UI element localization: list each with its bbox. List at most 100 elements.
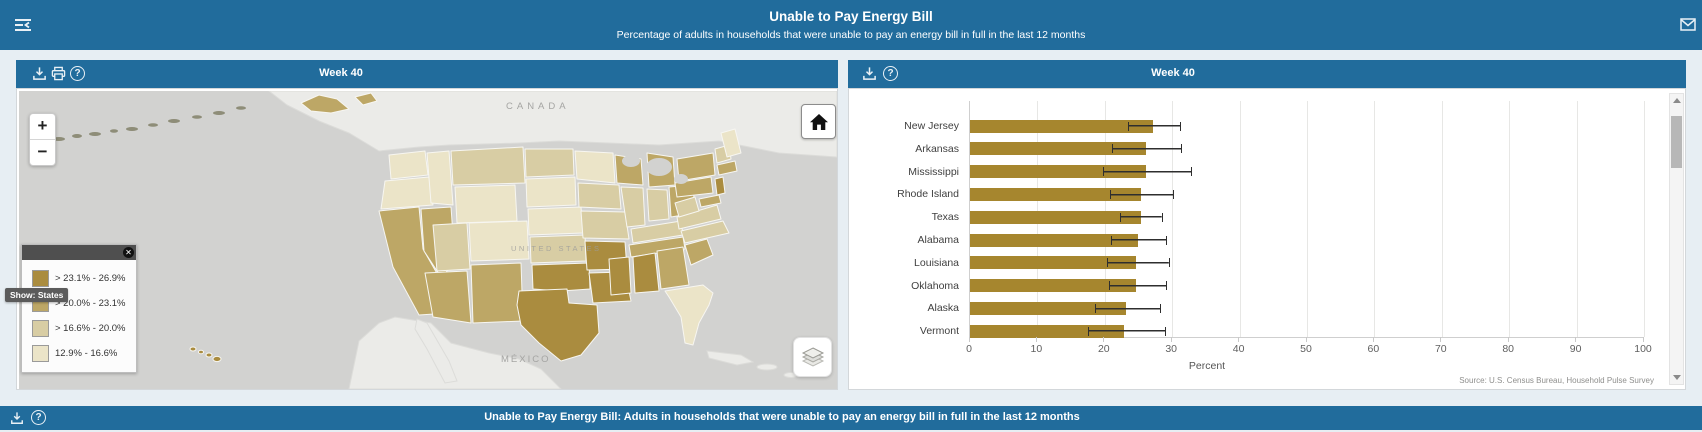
menu-collapse-icon[interactable] [14, 17, 32, 33]
state-tx [516, 288, 600, 362]
gridline [1307, 101, 1308, 337]
error-bar [1127, 121, 1181, 131]
state-id [426, 150, 454, 206]
legend-label: > 23.1% - 26.9% [55, 273, 126, 284]
download-icon[interactable] [862, 66, 877, 81]
bar-mississippi[interactable] [970, 165, 1146, 179]
gridline [1644, 101, 1645, 337]
bar-oklahoma[interactable] [970, 279, 1136, 293]
help-icon[interactable]: ? [31, 410, 46, 425]
bar-louisiana[interactable] [970, 256, 1136, 270]
us-choropleth-map[interactable]: CANADA UNITED STATES MÉXICO + − [19, 91, 837, 389]
mexico-landmass [348, 316, 562, 389]
error-bar [1087, 326, 1167, 336]
state-ne [527, 206, 584, 236]
state-al [632, 252, 660, 294]
error-bar [1094, 303, 1161, 313]
gridline [1509, 101, 1511, 337]
state-ga [656, 246, 690, 290]
download-icon[interactable] [32, 66, 47, 81]
state-md [698, 194, 722, 208]
bar-new-jersey[interactable] [970, 119, 1153, 133]
show-states-tooltip: Show: States [5, 288, 69, 302]
bar-rhode-island[interactable] [970, 187, 1141, 201]
basemap-layers-button[interactable] [793, 337, 832, 377]
hawaii-islands[interactable] [189, 346, 222, 363]
mail-icon[interactable] [1680, 18, 1696, 31]
bar-alabama[interactable] [970, 233, 1138, 247]
scroll-up-button[interactable] [1670, 94, 1683, 107]
bar-vermont[interactable] [970, 324, 1125, 338]
footer-bar: ? Unable to Pay Energy Bill: Adults in h… [0, 406, 1702, 430]
zoom-out-button[interactable]: − [37, 142, 48, 161]
error-bar [1120, 212, 1163, 222]
state-ma-ct-ri [716, 160, 738, 176]
gridline [1172, 101, 1174, 337]
state-az [424, 270, 472, 324]
state-me [720, 128, 742, 158]
state-mt [450, 146, 526, 186]
state-co [468, 220, 530, 262]
united-states-label: UNITED STATES [511, 244, 602, 253]
download-icon[interactable] [10, 411, 24, 425]
page-subtitle: Percentage of adults in households that … [616, 29, 1086, 41]
mexico-label: MÉXICO [501, 354, 550, 365]
scrollbar-thumb[interactable] [1671, 116, 1682, 168]
bar-arkansas[interactable] [970, 142, 1146, 156]
state-ok [531, 262, 591, 292]
category-label: Oklahoma [911, 279, 959, 292]
state-wa [388, 150, 429, 180]
map-legend-header[interactable]: ✕ [22, 245, 136, 260]
x-axis-tickmarks [968, 337, 1644, 342]
error-bar [1110, 235, 1168, 245]
category-label: Alaska [927, 302, 959, 315]
category-label: Rhode Island [897, 188, 959, 201]
chart-panel-header: ? Week 40 [848, 60, 1686, 88]
home-extent-button[interactable] [801, 104, 836, 139]
gridline [1441, 101, 1443, 337]
state-in [646, 188, 670, 222]
triangle-up-icon [1672, 98, 1681, 103]
category-label: New Jersey [904, 120, 959, 132]
x-tick-label: 60 [1367, 343, 1380, 355]
legend-item[interactable]: > 23.1% - 26.9% [32, 270, 128, 287]
x-tick-label: 80 [1502, 343, 1515, 355]
x-tick-label: 10 [1030, 343, 1043, 355]
print-icon[interactable] [51, 66, 66, 81]
legend-label: > 20.0% - 23.1% [55, 298, 126, 309]
category-label: Louisiana [914, 256, 959, 269]
bar-alaska[interactable] [970, 301, 1126, 315]
zoom-in-button[interactable]: + [30, 114, 55, 140]
state-sd [525, 176, 577, 208]
legend-label: > 16.6% - 20.0% [55, 323, 126, 334]
bar-texas[interactable] [970, 210, 1141, 224]
map-legend: ✕ > 23.1% - 26.9% > 20.0% - 23.1% > 16.6% … [21, 244, 137, 373]
category-label: Mississippi [908, 165, 959, 178]
x-axis-label: Percent [1188, 360, 1226, 372]
help-icon[interactable]: ? [70, 66, 85, 81]
gridline [1576, 101, 1578, 337]
state-tn [628, 236, 686, 258]
error-bar [1110, 189, 1175, 199]
chart-plot-area[interactable] [969, 101, 1645, 338]
state-nj [714, 176, 726, 196]
state-nm [470, 262, 524, 324]
app-header: Unable to Pay Energy Bill Percentage of … [0, 0, 1702, 50]
chart-scrollbar[interactable] [1669, 93, 1684, 385]
us-states-choropleth[interactable] [378, 128, 742, 362]
state-or [380, 176, 434, 210]
triangle-down-icon [1672, 375, 1681, 380]
state-ms [608, 256, 632, 296]
legend-item[interactable]: 12.9% - 16.6% [32, 345, 128, 362]
help-icon[interactable]: ? [883, 66, 898, 81]
state-nd [524, 148, 575, 178]
state-ia [577, 182, 622, 210]
close-icon[interactable]: ✕ [123, 247, 134, 258]
state-mn [574, 150, 616, 184]
legend-item[interactable]: > 16.6% - 20.0% [32, 320, 128, 337]
state-il [620, 186, 646, 228]
state-nc [680, 220, 730, 244]
layers-icon [801, 346, 825, 368]
scroll-down-button[interactable] [1670, 371, 1683, 384]
canada-landmass [268, 91, 837, 158]
